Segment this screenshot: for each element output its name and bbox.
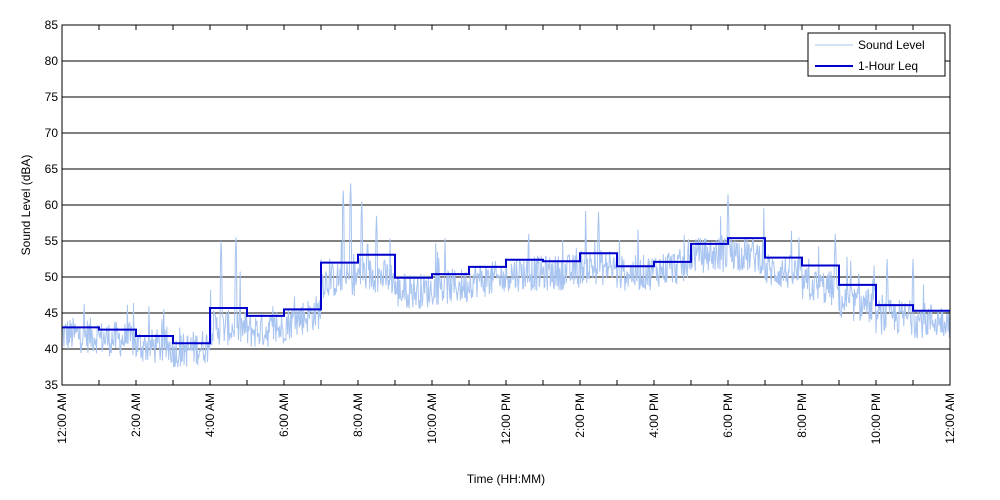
legend-label-leq: 1-Hour Leq: [858, 59, 918, 73]
y-tick-label: 40: [45, 342, 59, 356]
legend: Sound Level 1-Hour Leq: [807, 32, 946, 77]
x-tick-label: 8:00 AM: [351, 393, 365, 437]
y-tick-label: 45: [45, 306, 59, 320]
y-tick-label: 70: [45, 126, 59, 140]
x-tick-label: 2:00 PM: [573, 393, 587, 438]
sound-level-line: [61, 183, 951, 368]
legend-box: [807, 32, 946, 77]
leq-series: [62, 237, 950, 345]
x-tick-label: 8:00 PM: [795, 393, 809, 438]
legend-label-sound-level: Sound Level: [858, 38, 925, 52]
x-tick-label: 10:00 AM: [425, 393, 439, 444]
y-tick-label: 65: [45, 162, 59, 176]
y-axis-label: Sound Level (dBA): [19, 155, 33, 256]
x-tick-label: 12:00 PM: [499, 393, 513, 444]
y-tick-label: 85: [45, 18, 59, 32]
y-tick-label: 80: [45, 54, 59, 68]
x-tick-label: 6:00 PM: [721, 393, 735, 438]
leq-step-line: [62, 237, 950, 345]
y-tick-label: 50: [45, 270, 59, 284]
x-tick-label: 4:00 PM: [647, 393, 661, 438]
x-axis-label: Time (HH:MM): [467, 472, 545, 486]
x-axis-ticks: 12:00 AM 2:00 AM 4:00 AM 6:00 AM 8:00 AM 10:0…: [55, 25, 957, 444]
grid-lines: [62, 60, 950, 350]
x-tick-label: 4:00 AM: [203, 393, 217, 437]
y-tick-label: 55: [45, 234, 59, 248]
x-tick-label: 12:00 AM: [943, 393, 957, 444]
sound-level-series: [61, 183, 951, 368]
x-tick-label: 10:00 PM: [869, 393, 883, 444]
y-tick-label: 35: [45, 378, 59, 392]
y-tick-label: 60: [45, 198, 59, 212]
y-axis-ticks: 35 40 45 50 55 60 65 70 75 80 85: [45, 18, 950, 392]
x-tick-label: 12:00 AM: [55, 393, 69, 444]
x-tick-label: 2:00 AM: [129, 393, 143, 437]
y-tick-label: 75: [45, 90, 59, 104]
x-tick-label: 6:00 AM: [277, 393, 291, 437]
